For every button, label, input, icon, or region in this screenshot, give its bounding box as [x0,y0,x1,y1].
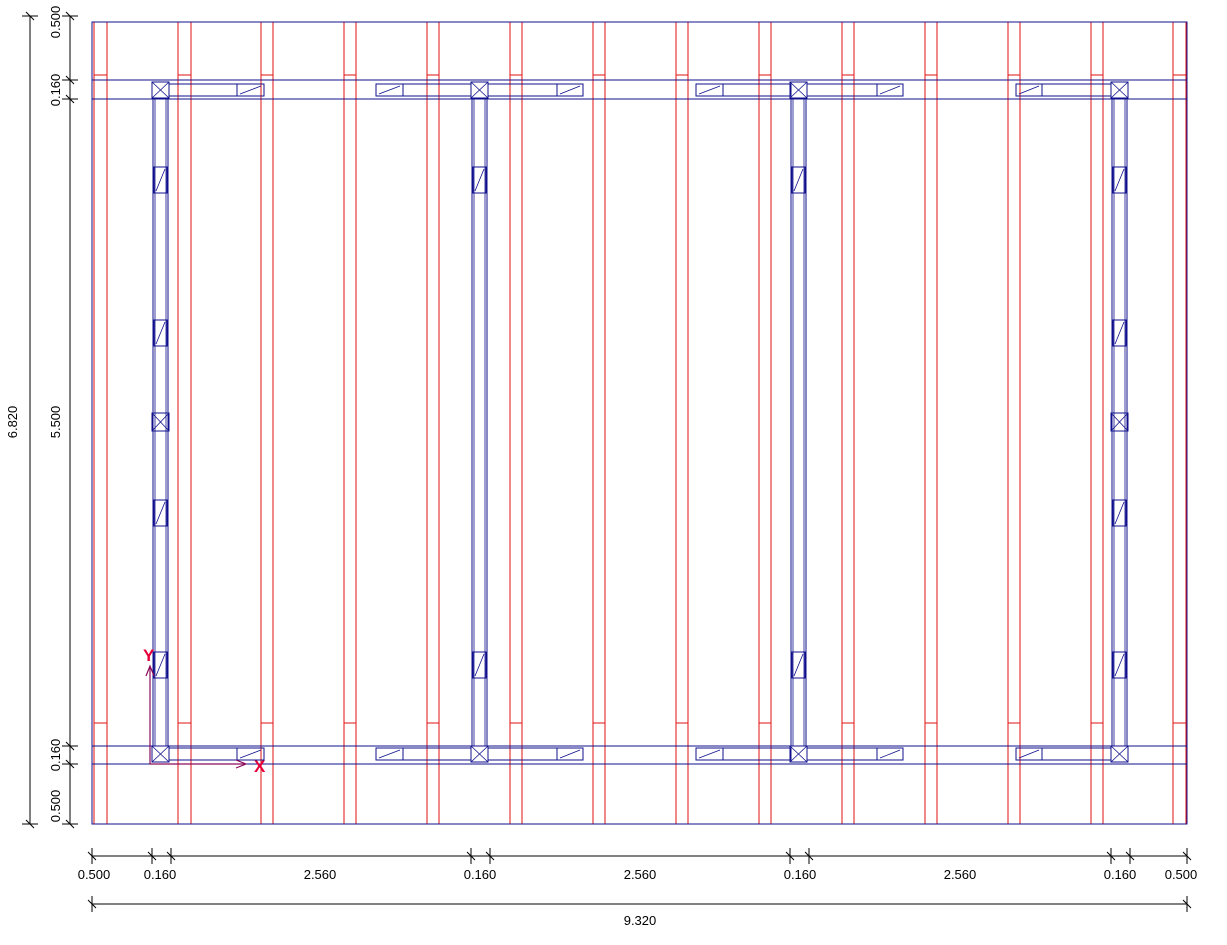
node-diag [470,81,489,99]
hdim-label: 2.560 [624,867,657,882]
column-hatch-diag [155,168,166,192]
column-hatch [153,499,168,527]
column-hatch-diag [1114,321,1125,345]
beam-hatch [375,83,404,97]
column-hatch-diag [155,501,166,525]
vertical-dimension-labels: 0.500 0.160 5.500 0.160 0.500 6.820 [5,6,63,823]
column-hatch-diag [155,321,166,345]
beam-hatch-diag [239,85,262,95]
beam-hatch-diag [559,85,581,95]
column-hatch [1112,319,1127,347]
column-hatch [791,651,806,679]
hdim-label: 0.160 [464,867,497,882]
beam-hatch [1015,83,1043,97]
column-hatch-diag [1114,501,1125,525]
beam-member [1015,747,1112,761]
y-axis-label: Y [143,646,155,665]
mid-node-diag [151,412,170,432]
frame-members [151,81,1129,763]
column-hatch-diag [793,168,804,192]
x-axis-arrow-icon [235,759,248,769]
hdim-total-label: 9.320 [624,913,657,928]
vdim-total-label: 6.820 [5,406,20,439]
column-hatch-diag [1114,653,1125,677]
beam-member [806,83,904,97]
node-diag [789,745,808,763]
hdim-label: 0.160 [144,867,177,882]
beam-hatch [876,747,904,761]
vdim-label: 0.500 [48,6,63,39]
beam-member [1015,83,1112,97]
vdim-label: 0.160 [48,739,63,772]
column-hatch-diag [1114,168,1125,192]
beam-hatch [375,747,404,761]
column-hatch [791,166,806,194]
column-hatch-diag [155,653,166,677]
node-diag [1110,81,1129,99]
horizontal-dimension-labels: 0.500 0.160 2.560 0.160 2.560 0.160 2.56… [78,867,1198,928]
beam-hatch [556,83,584,97]
beam-hatch [1015,747,1043,761]
node-diag [470,745,489,763]
vdim-label: 5.500 [48,406,63,439]
node-diag [1110,745,1129,763]
column-hatch [153,319,168,347]
node-diag [151,745,170,763]
column-hatch-diag [474,653,485,677]
node-diag [151,81,170,99]
frame-outline [91,21,1188,825]
beam-hatch-diag [1018,85,1040,95]
beam-hatch-diag [378,85,401,95]
column-hatch [1112,166,1127,194]
beam-member [806,747,904,761]
y-axis-arrow-icon [145,664,155,677]
node-diag [789,81,808,99]
outer-frame [91,21,1188,825]
beam-member [487,747,584,761]
column-hatch [153,651,168,679]
mid-node-diag [1110,412,1129,432]
column-hatch [153,166,168,194]
column-hatch-diag [474,168,485,192]
vdim-label: 0.500 [48,790,63,823]
hdim-label: 0.160 [784,867,817,882]
beam-hatch [695,747,724,761]
mid-node-box [151,412,170,432]
beam-hatch [695,83,724,97]
beam-hatch-diag [559,749,581,759]
hdim-label: 0.500 [1165,867,1198,882]
column-inner [792,98,805,747]
column-hatch [472,166,487,194]
coordinate-axes: X Y [143,646,266,776]
beam-hatch-diag [239,749,262,759]
beam-hatch [236,83,265,97]
column-hatch [1112,651,1127,679]
beam-hatch-diag [1018,749,1040,759]
x-axis-label: X [254,757,266,776]
hdim-label: 2.560 [944,867,977,882]
beam-hatch-diag [879,85,901,95]
beam-member [487,83,584,97]
mid-node-box [1110,412,1129,432]
beam-hatch-diag [879,749,901,759]
dimension-lines [22,11,1192,912]
hdim-label: 0.500 [78,867,111,882]
column-inner [473,98,486,747]
beam-hatch-diag [378,749,401,759]
hdim-label: 2.560 [304,867,337,882]
column-hatch-diag [793,653,804,677]
vdim-label: 0.160 [48,74,63,107]
column-hatch [472,651,487,679]
column-hatch [1112,499,1127,527]
beam-hatch-diag [698,749,721,759]
beam-hatch [556,747,584,761]
support-lines [93,22,1187,824]
beam-hatch [876,83,904,97]
beam-hatch [236,747,265,761]
beam-hatch-diag [698,85,721,95]
hdim-label: 0.160 [1104,867,1137,882]
